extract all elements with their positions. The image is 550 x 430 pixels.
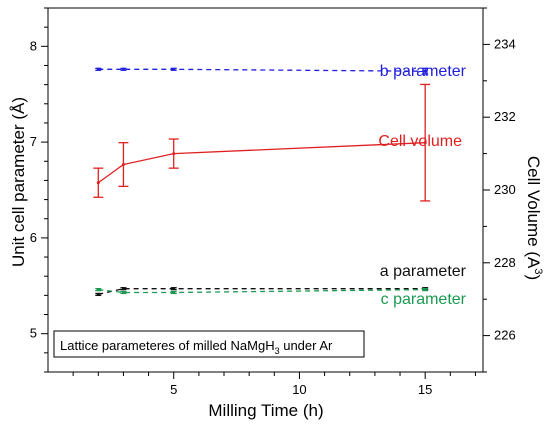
series-vol <box>93 83 431 202</box>
plot-axes: 5 10 15 5 6 7 8 226 228 230 232 234 <box>30 7 516 397</box>
y-right-tick-label: 228 <box>494 255 516 270</box>
x-tick-label: 10 <box>292 382 306 397</box>
label-cell-volume: Cell volume <box>378 133 462 150</box>
data-point-a <box>96 292 100 296</box>
label-a-parameter: a parameter <box>380 263 467 280</box>
y-left-tick-label: 8 <box>30 38 37 53</box>
y-axis-label-left: Unit cell parameter (Å) <box>9 97 28 267</box>
y-right-tick-label: 232 <box>494 109 516 124</box>
x-axis-label: Milling Time (h) <box>208 401 323 420</box>
y-axis-label-right: Cell Volume (A3) <box>524 156 544 280</box>
y-right-tick-label: 226 <box>494 328 516 343</box>
data-point-c <box>121 290 125 294</box>
y-axis-label-right-sup: 3 <box>532 268 544 274</box>
data-point-c <box>172 290 176 294</box>
series-c <box>95 288 429 295</box>
series-line-b <box>98 68 426 72</box>
data-point-c <box>96 288 100 292</box>
data-point-vol <box>172 152 176 156</box>
series-labels: b parameter Cell volume a parameter c pa… <box>378 63 466 308</box>
label-b-parameter: b parameter <box>380 63 467 80</box>
series-layer <box>93 67 431 297</box>
annotation-subscript: 3 <box>275 346 280 356</box>
y-axis-label-right-base: Cell Volume (A <box>524 156 543 269</box>
series-line-vol <box>97 142 426 184</box>
y-left-tick-label: 6 <box>30 230 37 245</box>
data-point-a <box>121 287 125 291</box>
annotation-suffix: under Ar <box>280 338 333 353</box>
y-right-tick-label: 230 <box>494 182 516 197</box>
series-b <box>95 67 429 75</box>
annotation-prefix: Lattice parameteres of milled NaMgH <box>60 338 275 353</box>
data-point-a <box>172 287 176 291</box>
annotation-text: Lattice parameteres of milled NaMgH3 und… <box>60 338 333 356</box>
data-point-b <box>96 67 100 71</box>
annotation-box: Lattice parameteres of milled NaMgH3 und… <box>53 330 365 358</box>
label-c-parameter: c parameter <box>381 291 467 308</box>
data-point-b <box>423 69 427 73</box>
y-left-tick-label: 7 <box>30 134 37 149</box>
y-left-tick-label: 5 <box>30 326 37 341</box>
data-point-b <box>172 67 176 71</box>
y-right-tick-label: 234 <box>494 36 516 51</box>
series-line-c <box>98 288 426 294</box>
data-point-vol <box>121 163 125 167</box>
x-tick-label: 5 <box>170 382 177 397</box>
y-axis-label-right-close: ) <box>524 274 543 280</box>
data-point-vol <box>423 141 427 145</box>
data-point-c <box>423 288 427 292</box>
data-point-vol <box>96 181 100 185</box>
data-point-b <box>121 67 125 71</box>
x-tick-label: 15 <box>418 382 432 397</box>
